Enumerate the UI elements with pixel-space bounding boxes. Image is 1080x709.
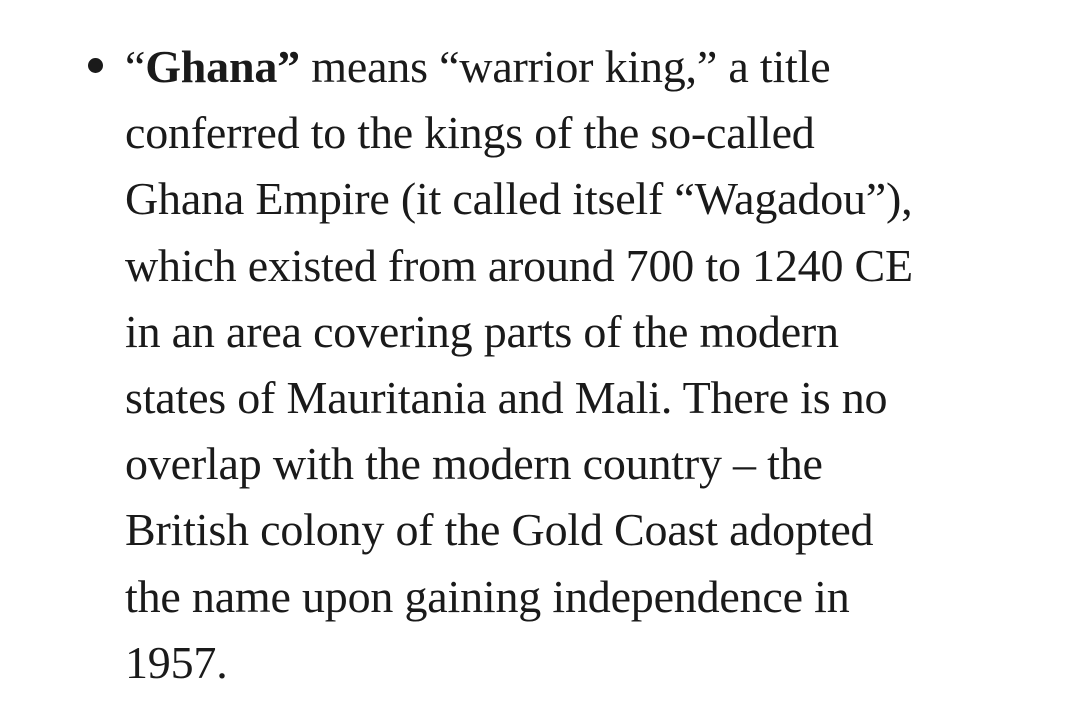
open-quote: “ bbox=[125, 41, 146, 92]
text-line: states of Mauritania and Mali. There is … bbox=[125, 372, 888, 424]
first-line-rest: means “warrior king,” a title bbox=[299, 41, 831, 92]
text-line: conferred to the kings of the so-called bbox=[125, 107, 815, 159]
bold-term: Ghana” bbox=[145, 41, 300, 92]
text-line: overlap with the modern country – the bbox=[125, 438, 823, 490]
text-line: which existed from around 700 to 1240 CE bbox=[125, 239, 913, 291]
text-line: Ghana Empire (it called itself “Wagadou”… bbox=[125, 173, 913, 225]
bullet-icon bbox=[88, 58, 103, 73]
text-line: British colony of the Gold Coast adopted bbox=[125, 504, 874, 556]
text-line: “Ghana” means “warrior king,” a title bbox=[125, 34, 913, 100]
list-item-text: “Ghana” means “warrior king,” a title co… bbox=[125, 34, 913, 696]
text-line: in an area covering parts of the modern bbox=[125, 305, 839, 357]
text-line: 1957. bbox=[125, 636, 228, 688]
text-line: the name upon gaining independence in bbox=[125, 570, 850, 622]
